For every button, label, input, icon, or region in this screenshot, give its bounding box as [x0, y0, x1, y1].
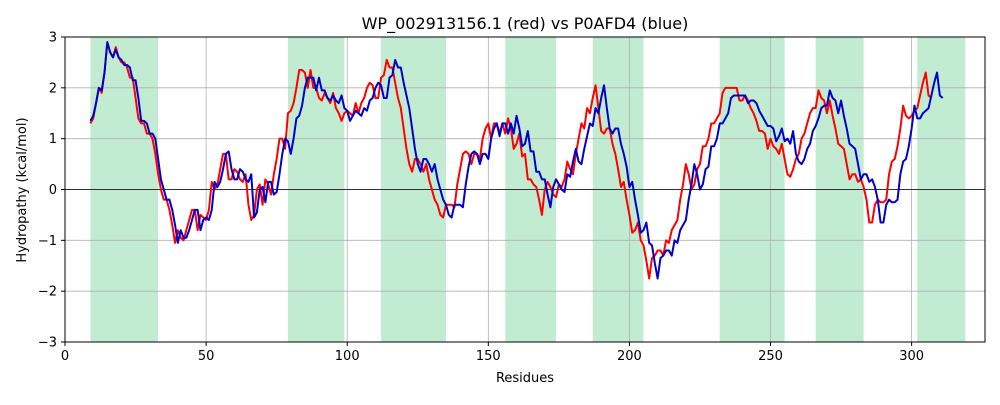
- y-axis-ticks: −3 −2 −1 0 1 2 3: [38, 31, 65, 351]
- y-tick-label: 0: [49, 183, 57, 198]
- series-line-blue: [89, 41, 944, 280]
- y-tick-label: −2: [38, 285, 57, 300]
- x-tick-label: 150: [476, 349, 501, 364]
- y-tick-label: 3: [49, 31, 57, 46]
- y-tick-label: −3: [38, 336, 57, 351]
- y-axis-label: Hydropathy (kcal/mol): [15, 117, 30, 262]
- x-tick-label: 100: [335, 349, 360, 364]
- x-tick-label: 200: [617, 349, 642, 364]
- chart-title: WP_002913156.1 (red) vs P0AFD4 (blue): [362, 14, 689, 34]
- y-tick-label: −1: [38, 234, 57, 249]
- x-tick-label: 250: [758, 349, 783, 364]
- x-axis-ticks: 0 50 100 150 200 250 300: [61, 342, 924, 364]
- x-tick-label: 300: [899, 349, 924, 364]
- x-tick-label: 50: [198, 349, 215, 364]
- series-lines: [89, 41, 944, 280]
- y-tick-label: 1: [49, 132, 57, 147]
- x-tick-label: 0: [61, 349, 69, 364]
- y-tick-label: 2: [49, 81, 57, 96]
- x-axis-label: Residues: [496, 371, 554, 386]
- series-line-red: [89, 41, 933, 280]
